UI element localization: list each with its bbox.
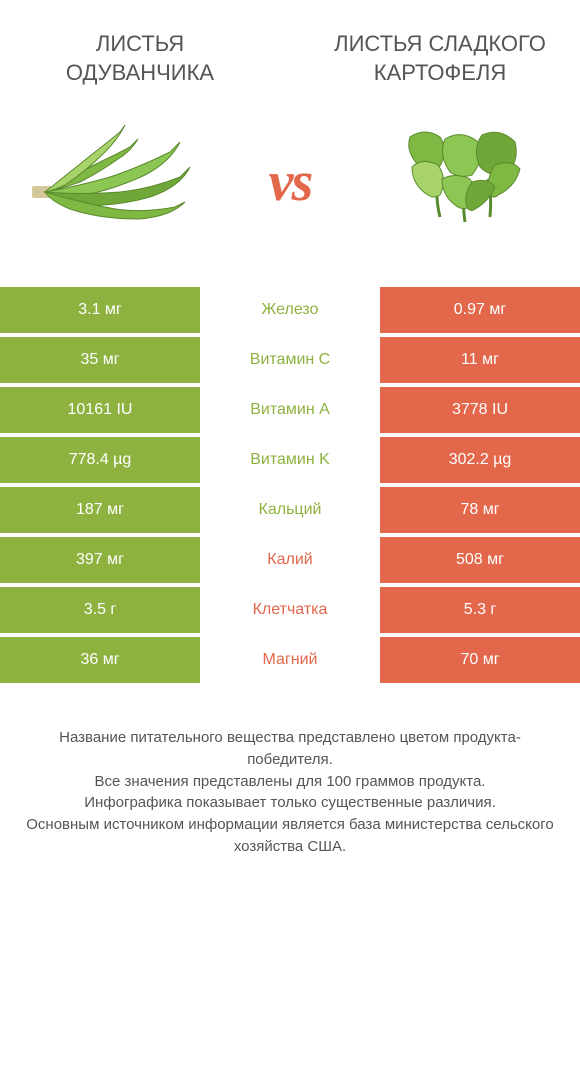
- vs-label: vs: [269, 150, 312, 214]
- value-left: 187 мг: [0, 487, 200, 533]
- value-left: 10161 IU: [0, 387, 200, 433]
- food-right-title: ЛИСТЬЯ СЛАДКОГО КАРТОФЕЛЯ: [330, 30, 550, 87]
- food-left-image: [25, 107, 205, 257]
- value-right: 70 мг: [380, 637, 580, 683]
- table-row: 3.5 гКлетчатка5.3 г: [0, 587, 580, 637]
- value-right: 0.97 мг: [380, 287, 580, 333]
- value-right: 11 мг: [380, 337, 580, 383]
- value-left: 3.5 г: [0, 587, 200, 633]
- footer-text: Название питательного вещества представл…: [0, 687, 580, 858]
- food-right-image: [375, 107, 555, 257]
- nutrient-label: Витамин C: [200, 337, 380, 383]
- header: ЛИСТЬЯ ОДУВАНЧИКА ЛИСТЬЯ СЛАДКОГО КАРТОФ…: [0, 0, 580, 87]
- footer-line-2: Все значения представлены для 100 граммо…: [20, 771, 560, 793]
- value-right: 3778 IU: [380, 387, 580, 433]
- footer-line-1: Название питательного вещества представл…: [20, 727, 560, 771]
- table-row: 10161 IUВитамин A3778 IU: [0, 387, 580, 437]
- table-row: 3.1 мгЖелезо0.97 мг: [0, 287, 580, 337]
- value-left: 36 мг: [0, 637, 200, 683]
- nutrient-label: Кальций: [200, 487, 380, 533]
- table-row: 36 мгМагний70 мг: [0, 637, 580, 687]
- nutrient-label: Витамин A: [200, 387, 380, 433]
- food-left-title: ЛИСТЬЯ ОДУВАНЧИКА: [30, 30, 250, 87]
- nutrient-label: Калий: [200, 537, 380, 583]
- value-right: 508 мг: [380, 537, 580, 583]
- footer-line-3: Инфографика показывает только существенн…: [20, 792, 560, 814]
- footer-line-4: Основным источником информации является …: [20, 814, 560, 858]
- nutrient-label: Витамин K: [200, 437, 380, 483]
- table-row: 35 мгВитамин C11 мг: [0, 337, 580, 387]
- nutrient-label: Железо: [200, 287, 380, 333]
- value-left: 3.1 мг: [0, 287, 200, 333]
- value-left: 397 мг: [0, 537, 200, 583]
- images-row: vs: [0, 87, 580, 287]
- value-left: 778.4 µg: [0, 437, 200, 483]
- nutrient-label: Клетчатка: [200, 587, 380, 633]
- nutrient-label: Магний: [200, 637, 380, 683]
- nutrient-table: 3.1 мгЖелезо0.97 мг35 мгВитамин C11 мг10…: [0, 287, 580, 687]
- value-right: 5.3 г: [380, 587, 580, 633]
- table-row: 187 мгКальций78 мг: [0, 487, 580, 537]
- table-row: 397 мгКалий508 мг: [0, 537, 580, 587]
- value-left: 35 мг: [0, 337, 200, 383]
- value-right: 302.2 µg: [380, 437, 580, 483]
- value-right: 78 мг: [380, 487, 580, 533]
- table-row: 778.4 µgВитамин K302.2 µg: [0, 437, 580, 487]
